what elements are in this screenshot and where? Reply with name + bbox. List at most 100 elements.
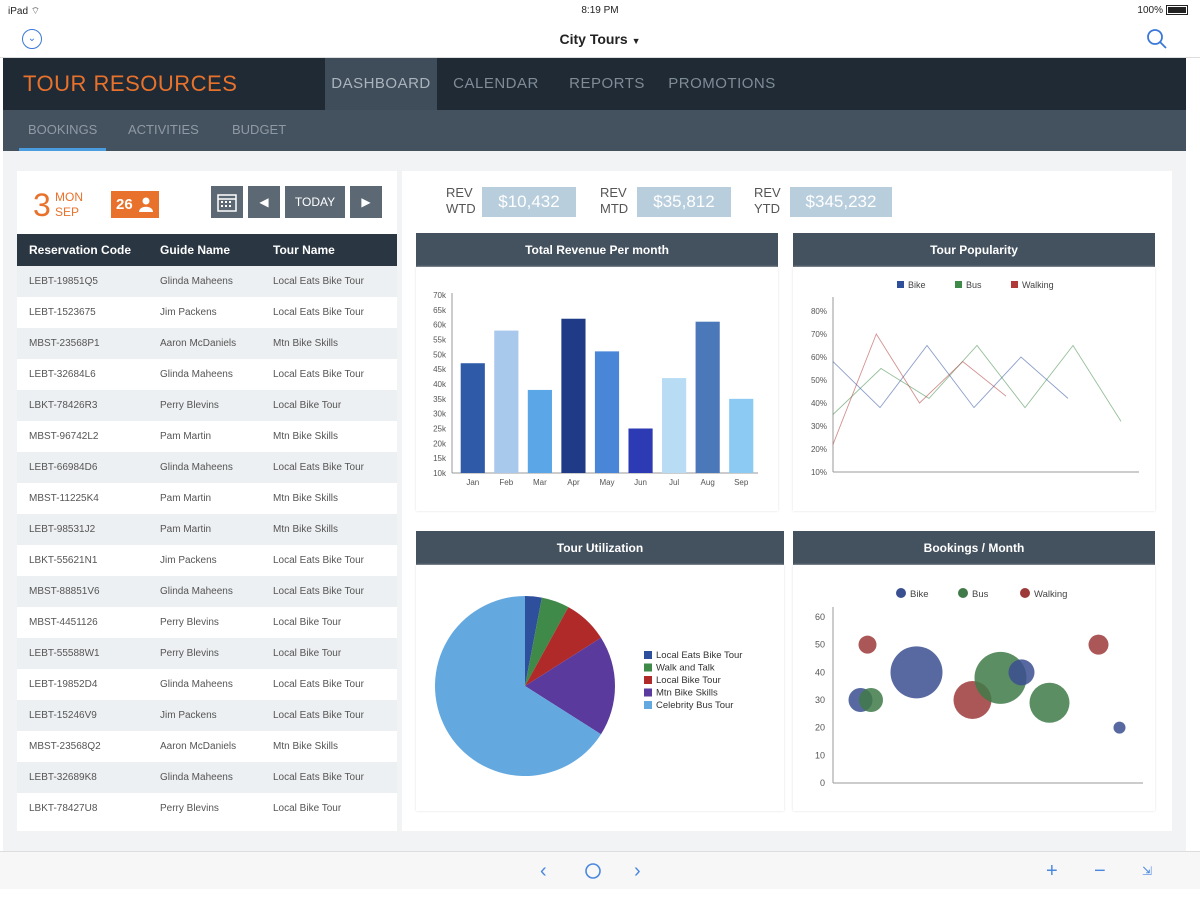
next-day-button[interactable]: ▶ bbox=[350, 186, 382, 218]
y-tick-label: 45k bbox=[433, 365, 447, 374]
reservation-code-cell: LEBT-32684L6 bbox=[29, 369, 96, 380]
pie-slice bbox=[525, 596, 542, 686]
revenue-bar bbox=[729, 398, 754, 473]
reservation-code-cell: LEBT-19851Q5 bbox=[29, 276, 98, 287]
table-row[interactable]: LBKT-78426R3 Perry Blevins Local Bike Tour bbox=[17, 390, 397, 421]
x-tick-label: Sep bbox=[734, 478, 749, 487]
subtab-bookings[interactable]: BOOKINGS bbox=[19, 110, 107, 151]
sub-navigation: BOOKINGS ACTIVITIES BUDGET bbox=[3, 110, 1186, 151]
table-row[interactable]: MBST-23568P1 Aaron McDaniels Mtn Bike Skil… bbox=[17, 328, 397, 359]
back-icon[interactable]: ‹ bbox=[540, 860, 547, 882]
tab-calendar[interactable]: CALENDAR bbox=[453, 75, 539, 92]
legend-swatch bbox=[644, 701, 652, 709]
column-header[interactable]: Reservation Code bbox=[29, 243, 132, 257]
x-tick-label: Jul bbox=[669, 478, 679, 487]
x-tick-label: Feb bbox=[499, 478, 513, 487]
legend-swatch bbox=[897, 281, 904, 288]
tour-name-cell: Mtn Bike Skills bbox=[273, 431, 339, 442]
previous-day-button[interactable]: ◀ bbox=[248, 186, 280, 218]
legend-label: Celebrity Bus Tour bbox=[656, 700, 733, 711]
table-row[interactable]: MBST-23568Q2 Aaron McDaniels Mtn Bike Skil… bbox=[17, 731, 397, 762]
tour-name-cell: Local Bike Tour bbox=[273, 803, 342, 814]
today-button[interactable]: TODAY bbox=[285, 186, 345, 218]
tab-reports[interactable]: REPORTS bbox=[569, 75, 645, 92]
kpi-ytd: REV YTD $345,232 bbox=[754, 185, 894, 219]
subtab-activities[interactable]: ACTIVITIES bbox=[128, 122, 199, 137]
reservation-code-cell: LBKT-55621N1 bbox=[29, 555, 98, 566]
kpi-wtd: REV WTD $10,432 bbox=[446, 185, 581, 219]
forward-icon[interactable]: › bbox=[634, 860, 641, 882]
table-row[interactable]: LEBT-66984D6 Glinda Maheens Local Eats Bik… bbox=[17, 452, 397, 483]
y-tick-label: 10 bbox=[815, 750, 825, 760]
tour-name-cell: Local Eats Bike Tour bbox=[273, 679, 364, 690]
app-header: TOUR RESOURCES DASHBOARD CALENDAR REPORT… bbox=[3, 58, 1186, 110]
chart-title: Tour Utilization bbox=[416, 531, 784, 565]
kpi-label: REV bbox=[754, 185, 781, 200]
table-row[interactable]: LEBT-98531J2 Pam Martin Mtn Bike Skills bbox=[17, 514, 397, 545]
kpi-label: REV bbox=[600, 185, 627, 200]
table-row[interactable]: LBKT-78427U8 Perry Blevins Local Bike Tour bbox=[17, 793, 397, 824]
chevron-down-icon[interactable]: ⌄ bbox=[22, 29, 42, 49]
search-icon[interactable] bbox=[1146, 28, 1168, 50]
y-tick-label: 10% bbox=[811, 468, 827, 477]
table-row[interactable]: LEBT-1523675 Jim Packens Local Eats Bike T… bbox=[17, 297, 397, 328]
table-row[interactable]: MBST-4451126 Perry Blevins Local Bike Tour bbox=[17, 607, 397, 638]
wifi-icon: ⌔ bbox=[30, 6, 41, 17]
popularity-series-line bbox=[832, 344, 1069, 409]
table-row[interactable]: LEBT-32689K8 Glinda Maheens Local Eats Bik… bbox=[17, 762, 397, 793]
y-tick-label: 20k bbox=[433, 439, 447, 448]
reload-icon[interactable] bbox=[584, 862, 602, 886]
tour-name-cell: Local Eats Bike Tour bbox=[273, 710, 364, 721]
bookings-chart-panel: Bookings / Month 0 10 20 30 40 50 60 Bike Bus Wal… bbox=[793, 531, 1155, 811]
tab-promotions[interactable]: PROMOTIONS bbox=[668, 75, 776, 92]
column-header[interactable]: Tour Name bbox=[273, 243, 335, 257]
person-icon bbox=[139, 197, 153, 212]
table-header: Reservation Code Guide Name Tour Name bbox=[17, 234, 397, 266]
tour-name-cell: Local Bike Tour bbox=[273, 617, 342, 628]
fit-screen-icon[interactable]: ⇲ bbox=[1142, 864, 1153, 878]
legend-swatch bbox=[896, 588, 906, 598]
reservation-code-cell: LEBT-55588W1 bbox=[29, 648, 100, 659]
chevron-left-icon: ◀ bbox=[259, 195, 269, 209]
revenue-bar bbox=[527, 389, 552, 473]
tour-name-cell: Mtn Bike Skills bbox=[273, 493, 339, 504]
x-tick-label: Mar bbox=[533, 478, 547, 487]
legend-swatch bbox=[958, 588, 968, 598]
reservation-code-cell: MBST-11225K4 bbox=[29, 493, 99, 504]
table-row[interactable]: MBST-96742L2 Pam Martin Mtn Bike Skills bbox=[17, 421, 397, 452]
table-row[interactable]: LEBT-32684L6 Glinda Maheens Local Eats Bik… bbox=[17, 359, 397, 390]
table-row[interactable]: LEBT-15246V9 Jim Packens Local Eats Bike T… bbox=[17, 700, 397, 731]
chart-title: Total Revenue Per month bbox=[416, 233, 778, 267]
guide-name-cell: Glinda Maheens bbox=[160, 586, 233, 597]
reservation-code-cell: LEBT-98531J2 bbox=[29, 524, 96, 535]
y-tick-label: 20 bbox=[815, 723, 825, 733]
reservation-code-cell: MBST-23568P1 bbox=[29, 338, 100, 349]
legend-label: Walk and Talk bbox=[656, 663, 715, 674]
reservation-code-cell: LEBT-32689K8 bbox=[29, 772, 97, 783]
zoom-out-icon[interactable]: − bbox=[1094, 860, 1106, 882]
revenue-bar bbox=[594, 351, 620, 473]
nav-title[interactable]: City Tours ▼ bbox=[559, 31, 641, 47]
column-header[interactable]: Guide Name bbox=[160, 243, 231, 257]
table-row[interactable]: MBST-11225K4 Pam Martin Mtn Bike Skills bbox=[17, 483, 397, 514]
pie-slice bbox=[434, 596, 601, 776]
guide-name-cell: Glinda Maheens bbox=[160, 772, 233, 783]
table-row[interactable]: LBKT-55621N1 Jim Packens Local Eats Bike T… bbox=[17, 545, 397, 576]
reservation-code-cell: MBST-23568Q2 bbox=[29, 741, 101, 752]
table-row[interactable]: LEBT-55588W1 Perry Blevins Local Bike Tour bbox=[17, 638, 397, 669]
reservation-code-cell: LBKT-78427U8 bbox=[29, 803, 98, 814]
table-row[interactable]: LEBT-19851Q5 Glinda Maheens Local Eats Bik… bbox=[17, 266, 397, 297]
legend-label: Walking bbox=[1034, 589, 1067, 600]
zoom-in-icon[interactable]: + bbox=[1046, 860, 1058, 882]
bubble-point bbox=[890, 646, 943, 699]
table-row[interactable]: MBST-88851V6 Glinda Maheens Local Eats Bik… bbox=[17, 576, 397, 607]
subtab-budget[interactable]: BUDGET bbox=[232, 122, 287, 137]
tab-dashboard[interactable]: DASHBOARD bbox=[325, 58, 437, 110]
guide-name-cell: Perry Blevins bbox=[160, 617, 219, 628]
table-row[interactable]: LEBT-19852D4 Glinda Maheens Local Eats Bik… bbox=[17, 669, 397, 700]
bubble-point bbox=[1008, 659, 1035, 686]
popularity-series-line bbox=[832, 333, 1007, 445]
calendar-picker-button[interactable] bbox=[211, 186, 243, 218]
date-month: SEP bbox=[55, 205, 80, 219]
y-tick-label: 50 bbox=[815, 640, 825, 650]
